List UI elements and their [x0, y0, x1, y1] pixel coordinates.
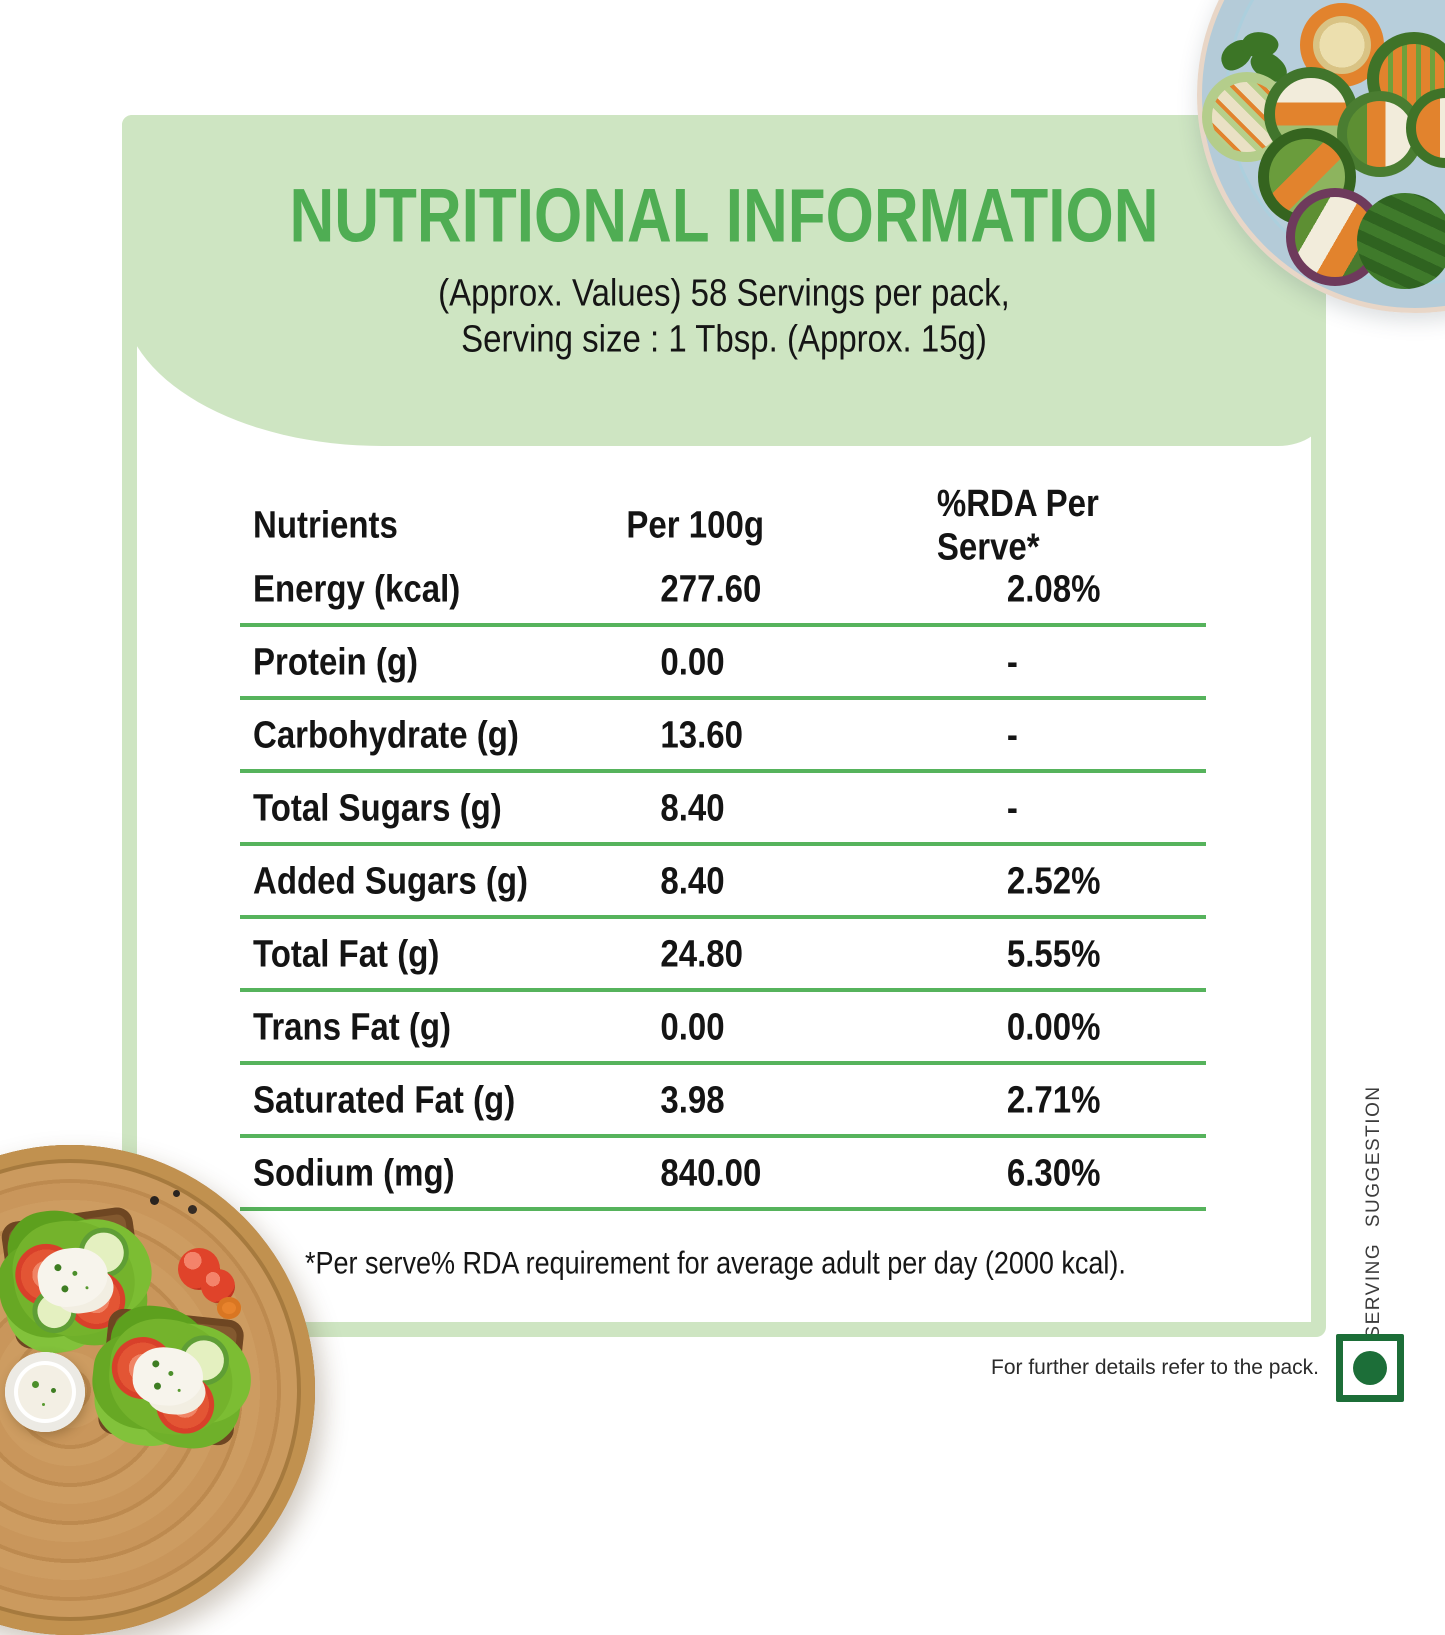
rda-per-serve-value: 2.71% [1006, 1077, 1101, 1121]
rda-per-serve-value: 2.08% [1006, 566, 1101, 610]
page-title: NUTRITIONAL INFORMATION [289, 174, 1159, 259]
per-100g-value: 8.40 [660, 785, 725, 829]
column-header-nutrients: Nutrients [253, 503, 398, 546]
nutrient-name: Trans Fat (g) [253, 1004, 452, 1048]
per-100g-value: 277.60 [660, 566, 762, 610]
rda-per-serve-value: 5.55% [1006, 931, 1101, 975]
per-100g-value: 0.00 [660, 639, 725, 683]
per-100g-value: 13.60 [660, 712, 743, 756]
nutrient-name: Added Sugars (g) [253, 858, 529, 902]
further-details-note: For further details refer to the pack. [991, 1356, 1319, 1379]
nutrient-name: Sodium (mg) [253, 1150, 455, 1194]
rda-per-serve-value: - [1006, 712, 1018, 756]
open-sandwich [96, 1307, 246, 1447]
nutrition-rows: Energy (kcal) 277.60 2.08% Protein (g) 0… [240, 554, 1206, 1211]
rda-per-serve-value: - [1006, 785, 1018, 829]
serving-info-line2: Serving size : 1 Tbsp. (Approx. 15g) [461, 317, 987, 360]
veggie-roll [1357, 193, 1445, 289]
table-row: Protein (g) 0.00 - [240, 627, 1206, 700]
rda-per-serve-value: 0.00% [1006, 1004, 1101, 1048]
rda-per-serve-value: 2.52% [1006, 858, 1101, 902]
per-100g-value: 840.00 [660, 1150, 762, 1194]
rda-footnote: *Per serve% RDA requirement for average … [305, 1245, 1126, 1281]
veggie-rolls-plate-photo [1197, 0, 1445, 313]
nutrient-name: Total Sugars (g) [253, 785, 502, 829]
table-row: Trans Fat (g) 0.00 0.00% [240, 992, 1206, 1065]
carrot-slice [217, 1297, 241, 1319]
header-banner: NUTRITIONAL INFORMATION (Approx. Values)… [122, 115, 1326, 446]
table-header-row: Nutrients Per 100g %RDA Per Serve* [240, 481, 1206, 567]
serving-suggestion-label: SERVING SUGGESTION [1363, 1085, 1384, 1339]
table-row: Total Fat (g) 24.80 5.55% [240, 919, 1206, 992]
column-header-per-100g: Per 100g [626, 503, 764, 546]
table-row: Energy (kcal) 277.60 2.08% [240, 554, 1206, 627]
per-100g-value: 8.40 [660, 858, 725, 902]
vegetarian-mark-icon [1336, 1334, 1404, 1402]
rda-per-serve-value: - [1006, 639, 1018, 683]
nutrient-name: Total Fat (g) [253, 931, 440, 975]
table-row: Saturated Fat (g) 3.98 2.71% [240, 1065, 1206, 1138]
nutrient-name: Protein (g) [253, 639, 418, 683]
nutrient-name: Carbohydrate (g) [253, 712, 519, 756]
serving-info: (Approx. Values) 58 Servings per pack, S… [122, 270, 1326, 362]
per-100g-value: 3.98 [660, 1077, 725, 1121]
nutrient-name: Energy (kcal) [253, 566, 461, 610]
nutrition-table: Nutrients Per 100g %RDA Per Serve* Energ… [240, 481, 1206, 1211]
table-row: Total Sugars (g) 8.40 - [240, 773, 1206, 846]
table-row: Added Sugars (g) 8.40 2.52% [240, 846, 1206, 919]
per-100g-value: 24.80 [660, 931, 743, 975]
rda-per-serve-value: 6.30% [1006, 1150, 1101, 1194]
vegetarian-mark-dot [1353, 1351, 1387, 1385]
column-header-rda: %RDA Per Serve* [936, 481, 1099, 568]
serving-info-line1: (Approx. Values) 58 Servings per pack, [438, 271, 1010, 314]
dip-bowl [5, 1352, 85, 1432]
per-100g-value: 0.00 [660, 1004, 725, 1048]
table-row: Carbohydrate (g) 13.60 - [240, 700, 1206, 773]
nutrient-name: Saturated Fat (g) [253, 1077, 516, 1121]
peppercorns [150, 1196, 159, 1205]
table-row: Sodium (mg) 840.00 6.30% [240, 1138, 1206, 1211]
